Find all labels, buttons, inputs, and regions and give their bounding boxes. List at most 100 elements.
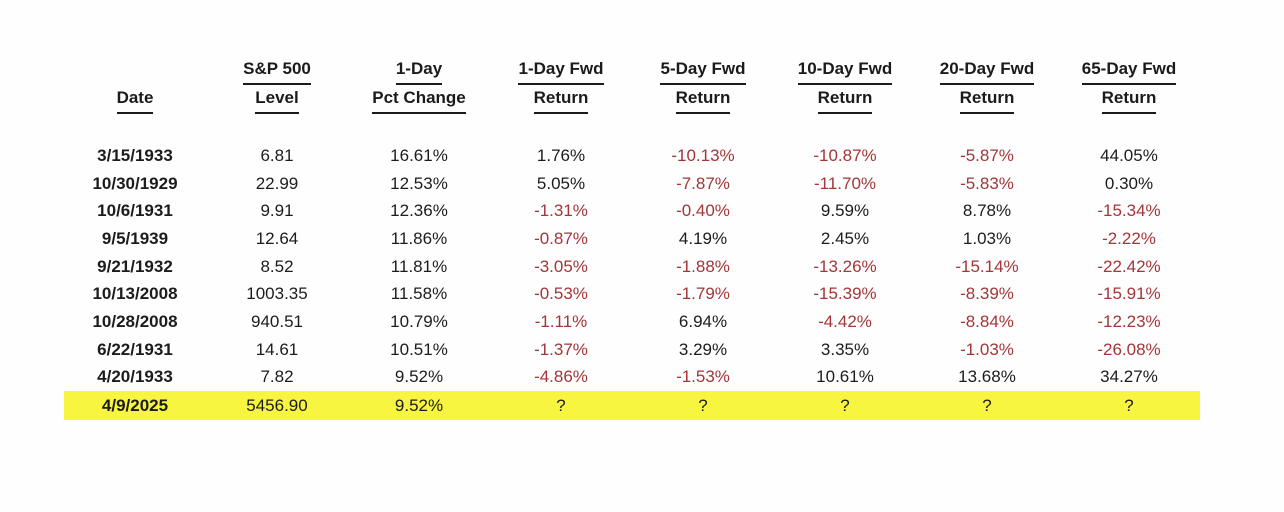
- column-header-fwd-20d: 20-Day Fwd Return: [916, 56, 1058, 142]
- cell-fwd-65d: -12.23%: [1097, 311, 1161, 331]
- cell-date: 9/21/1932: [97, 256, 173, 276]
- cell-date: 6/22/1931: [97, 339, 173, 359]
- cell-fwd-20d: -8.84%: [960, 311, 1014, 331]
- cell-fwd-1d: -1.31%: [534, 201, 588, 221]
- cell-level: 940.51: [251, 311, 303, 331]
- cell-pct-change: 10.51%: [390, 339, 448, 359]
- cell-fwd-65d: -15.34%: [1097, 201, 1161, 221]
- column-header-text: Return: [675, 85, 731, 114]
- cell-fwd-5d: 4.19%: [678, 228, 728, 248]
- cell-level: 5456.90: [206, 391, 348, 421]
- cell-fwd-10d: 10.61%: [816, 367, 874, 387]
- cell-date: 3/15/1933: [97, 145, 173, 165]
- cell-fwd-1d: -1.37%: [534, 339, 588, 359]
- column-header-fwd-5d: 5-Day Fwd Return: [632, 56, 774, 142]
- cell-fwd-20d: -5.83%: [960, 173, 1014, 193]
- sp500-big-up-days-table: Date S&P 500 Level 1-Day Pct Change 1-Day Fwd…: [64, 56, 1200, 421]
- column-header-text: Return: [1101, 85, 1157, 114]
- cell-fwd-10d: -4.42%: [818, 311, 872, 331]
- cell-date: 10/30/1929: [92, 173, 178, 193]
- cell-pct-change: 11.86%: [390, 228, 448, 248]
- cell-level: 6.81: [260, 145, 294, 165]
- cell-pct-change: 11.81%: [390, 256, 448, 276]
- cell-level: 12.64: [255, 228, 299, 248]
- cell-fwd-5d: -1.53%: [676, 367, 730, 387]
- cell-fwd-10d: ?: [774, 391, 916, 421]
- cell-fwd-10d: -10.87%: [813, 145, 877, 165]
- cell-level: 22.99: [255, 173, 299, 193]
- cell-fwd-5d: -7.87%: [676, 173, 730, 193]
- column-header-text: 65-Day Fwd: [1081, 56, 1177, 85]
- table-row: 10/28/2008 940.51 10.79% -1.11% 6.94% -4.42% -…: [64, 308, 1200, 336]
- column-header-fwd-1d: 1-Day Fwd Return: [490, 56, 632, 142]
- cell-fwd-65d: ?: [1058, 391, 1200, 421]
- column-header-text: Level: [255, 85, 299, 114]
- cell-level: 8.52: [260, 256, 294, 276]
- cell-fwd-1d: -1.11%: [534, 311, 588, 331]
- cell-fwd-20d: -5.87%: [960, 145, 1014, 165]
- cell-fwd-20d: -1.03%: [960, 339, 1014, 359]
- cell-fwd-10d: 3.35%: [820, 339, 870, 359]
- cell-date: 10/13/2008: [92, 284, 178, 304]
- table-row: 10/30/1929 22.99 12.53% 5.05% -7.87% -11.70% -…: [64, 170, 1200, 198]
- cell-fwd-5d: 3.29%: [678, 339, 728, 359]
- cell-fwd-1d: 5.05%: [536, 173, 586, 193]
- cell-fwd-1d: ?: [490, 391, 632, 421]
- table-row: 10/13/2008 1003.35 11.58% -0.53% -1.79% -15.3…: [64, 280, 1200, 308]
- column-header-text: Pct Change: [372, 85, 466, 114]
- cell-fwd-10d: 9.59%: [820, 201, 870, 221]
- column-header-text: Date: [116, 85, 154, 114]
- cell-fwd-65d: 0.30%: [1104, 173, 1154, 193]
- cell-fwd-1d: -3.05%: [534, 256, 588, 276]
- column-header-date: Date: [64, 56, 206, 142]
- column-header-text: Return: [817, 85, 873, 114]
- cell-fwd-65d: 34.27%: [1100, 367, 1158, 387]
- cell-pct-change: 9.52%: [348, 391, 490, 421]
- cell-fwd-65d: -26.08%: [1097, 339, 1161, 359]
- column-header-text: 20-Day Fwd: [939, 56, 1035, 85]
- cell-pct-change: 9.52%: [394, 367, 444, 387]
- cell-fwd-5d: -0.40%: [676, 201, 730, 221]
- cell-fwd-65d: 44.05%: [1100, 145, 1158, 165]
- cell-pct-change: 11.58%: [390, 284, 448, 304]
- column-header-text: 1-Day Fwd: [518, 56, 604, 85]
- cell-fwd-1d: 1.76%: [536, 145, 586, 165]
- cell-fwd-20d: ?: [916, 391, 1058, 421]
- cell-fwd-65d: -2.22%: [1102, 228, 1156, 248]
- table-row: 9/21/1932 8.52 11.81% -3.05% -1.88% -13.26% -1…: [64, 253, 1200, 281]
- cell-fwd-5d: ?: [632, 391, 774, 421]
- table-row: 9/5/1939 12.64 11.86% -0.87% 4.19% 2.45% 1.03%…: [64, 225, 1200, 253]
- cell-level: 9.91: [260, 201, 294, 221]
- cell-date: 9/5/1939: [101, 228, 169, 248]
- column-header-text: S&P 500: [243, 56, 311, 85]
- cell-level: 1003.35: [246, 284, 308, 304]
- cell-level: 7.82: [260, 367, 294, 387]
- cell-fwd-20d: -8.39%: [960, 284, 1014, 304]
- cell-fwd-5d: -1.88%: [676, 256, 730, 276]
- table-row: 3/15/1933 6.81 16.61% 1.76% -10.13% -10.87% -5…: [64, 142, 1200, 170]
- cell-fwd-1d: -4.86%: [534, 367, 588, 387]
- cell-fwd-10d: -13.26%: [813, 256, 877, 276]
- table-row-highlighted: 4/9/2025 5456.90 9.52%?????: [64, 391, 1200, 421]
- header-row: Date S&P 500 Level 1-Day Pct Change 1-Day Fwd…: [64, 56, 1200, 142]
- cell-pct-change: 10.79%: [390, 311, 448, 331]
- cell-date: 10/6/1931: [97, 201, 173, 221]
- column-header-pct-change: 1-Day Pct Change: [348, 56, 490, 142]
- cell-fwd-65d: -15.91%: [1097, 284, 1161, 304]
- column-header-text: Return: [533, 85, 589, 114]
- cell-pct-change: 12.36%: [390, 201, 448, 221]
- column-header-text: 5-Day Fwd: [660, 56, 746, 85]
- cell-level: 14.61: [255, 339, 299, 359]
- cell-fwd-20d: 1.03%: [962, 228, 1012, 248]
- cell-fwd-10d: 2.45%: [820, 228, 870, 248]
- cell-fwd-5d: -1.79%: [676, 284, 730, 304]
- cell-fwd-1d: -0.53%: [534, 284, 588, 304]
- column-header-level: S&P 500 Level: [206, 56, 348, 142]
- cell-fwd-10d: -11.70%: [813, 173, 877, 193]
- cell-date: 10/28/2008: [92, 311, 178, 331]
- column-header-text: 10-Day Fwd: [797, 56, 893, 85]
- cell-pct-change: 16.61%: [390, 145, 448, 165]
- column-header-text: Return: [959, 85, 1015, 114]
- cell-fwd-20d: 8.78%: [962, 201, 1012, 221]
